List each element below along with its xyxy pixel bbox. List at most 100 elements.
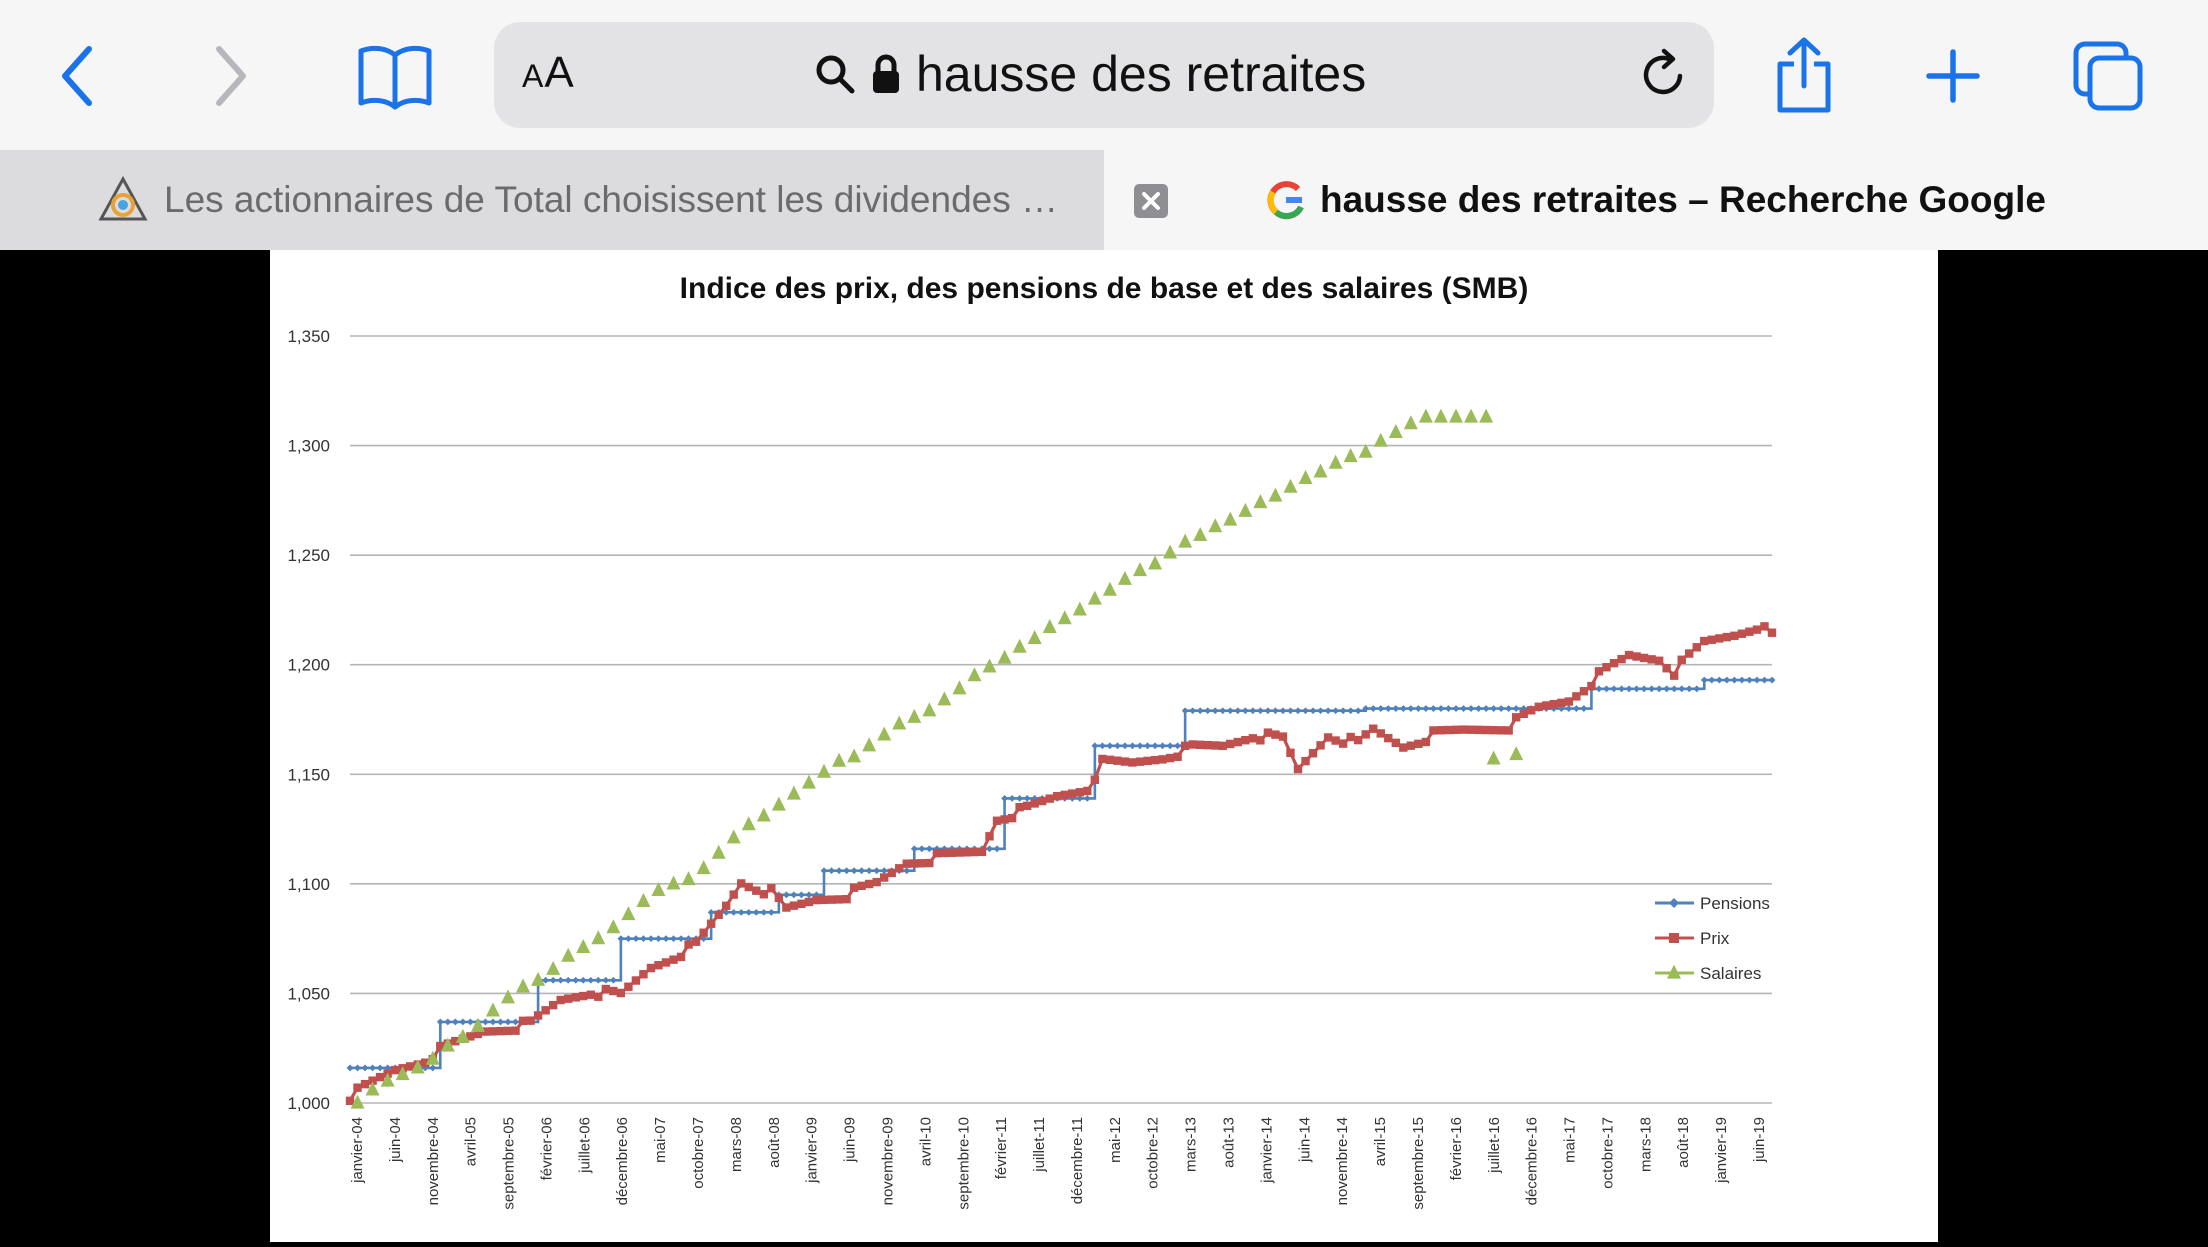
data-point	[1159, 742, 1166, 750]
data-point	[1692, 643, 1701, 652]
data-point	[805, 891, 813, 899]
data-point	[1459, 725, 1468, 734]
text-size-button[interactable]: AA	[522, 48, 575, 97]
data-point	[1436, 726, 1446, 735]
series-line	[348, 624, 1774, 1102]
data-point	[1166, 742, 1174, 750]
data-point	[1338, 739, 1348, 748]
x-tick-label: décembre-11	[1069, 1117, 1086, 1204]
data-point	[1193, 527, 1208, 542]
data-point	[646, 963, 656, 973]
data-point	[1373, 432, 1388, 447]
data-point	[1737, 629, 1747, 638]
data-point	[1580, 705, 1588, 712]
data-point	[1302, 707, 1309, 715]
data-point	[594, 976, 602, 984]
tab-google-search[interactable]: hausse des retraites – Recherche Google	[1104, 150, 2208, 250]
data-point	[706, 919, 716, 928]
data-point	[485, 1002, 500, 1017]
bookmarks-button[interactable]	[345, 28, 445, 124]
data-point	[1000, 815, 1009, 824]
data-point	[1557, 705, 1565, 712]
data-point	[360, 1079, 370, 1089]
series-pensions	[346, 676, 1776, 1072]
data-point	[548, 1000, 558, 1010]
data-point	[1343, 448, 1358, 463]
data-point	[1678, 685, 1686, 693]
data-point	[1565, 705, 1573, 712]
data-point	[455, 1028, 470, 1043]
new-tab-button[interactable]	[1903, 28, 2003, 124]
data-point	[1761, 676, 1768, 684]
legend-item: Pensions	[1655, 894, 1770, 913]
data-point	[1430, 705, 1437, 712]
back-button[interactable]	[28, 28, 128, 124]
data-point	[541, 1006, 550, 1015]
data-point	[1083, 794, 1091, 802]
data-point	[1219, 707, 1227, 715]
data-point	[1715, 634, 1724, 643]
data-point	[879, 873, 889, 882]
data-point	[865, 867, 873, 875]
data-point	[1091, 742, 1099, 750]
data-point	[1173, 752, 1182, 761]
tabs-overview-button[interactable]	[2058, 28, 2158, 124]
share-button[interactable]	[1754, 28, 1854, 124]
data-point	[1060, 790, 1069, 800]
data-point	[1723, 676, 1731, 684]
data-point	[895, 864, 904, 873]
x-tick-label: février-11	[993, 1117, 1010, 1179]
data-point	[591, 930, 606, 945]
data-point	[497, 1018, 504, 1026]
data-point	[982, 658, 997, 673]
data-point	[470, 1017, 485, 1032]
data-point	[1323, 733, 1333, 742]
data-point	[1767, 628, 1777, 637]
data-point	[691, 937, 701, 946]
tab-total-dividendes[interactable]: Les actionnaires de Total choisissent le…	[0, 150, 1104, 250]
data-point	[1496, 726, 1506, 735]
data-point	[459, 1018, 467, 1026]
data-point	[1278, 732, 1288, 741]
data-point	[1298, 470, 1313, 485]
data-point	[1414, 739, 1423, 749]
data-point	[1143, 756, 1152, 766]
data-point	[631, 976, 641, 985]
data-point	[1445, 705, 1452, 712]
data-point	[563, 994, 573, 1003]
data-point	[1505, 705, 1513, 712]
data-point	[947, 848, 957, 857]
data-point	[1268, 487, 1283, 502]
data-point	[504, 1018, 512, 1026]
data-point	[395, 1066, 410, 1081]
close-tab-button[interactable]	[1134, 184, 1168, 218]
data-point	[1422, 705, 1430, 712]
data-point	[1256, 736, 1265, 745]
data-point	[699, 928, 708, 937]
data-point	[997, 649, 1012, 664]
data-point	[1602, 663, 1611, 672]
data-point	[1203, 740, 1212, 750]
forward-button[interactable]	[180, 28, 280, 124]
data-point	[654, 961, 663, 970]
data-point	[1248, 734, 1258, 743]
reload-icon[interactable]	[1636, 46, 1692, 102]
data-point	[606, 919, 621, 934]
address-bar[interactable]: AA hausse des retraites	[494, 22, 1714, 128]
data-point	[1512, 705, 1520, 712]
y-tick-label: 1,300	[287, 437, 330, 456]
data-point	[1449, 408, 1463, 423]
data-point	[910, 859, 919, 868]
data-point	[1264, 707, 1272, 715]
line-chart: Indice des prix, des pensions de base et…	[287, 272, 1777, 1210]
data-point	[1256, 707, 1264, 715]
data-point	[609, 976, 617, 984]
series-salaires	[350, 408, 1524, 1109]
page-content: Indice des prix, des pensions de base et…	[0, 250, 2208, 1242]
data-point	[436, 1041, 445, 1051]
data-point	[1429, 726, 1438, 735]
data-point	[1377, 705, 1385, 712]
data-point	[1444, 725, 1453, 735]
data-point	[1279, 707, 1287, 715]
data-point	[1437, 705, 1445, 712]
